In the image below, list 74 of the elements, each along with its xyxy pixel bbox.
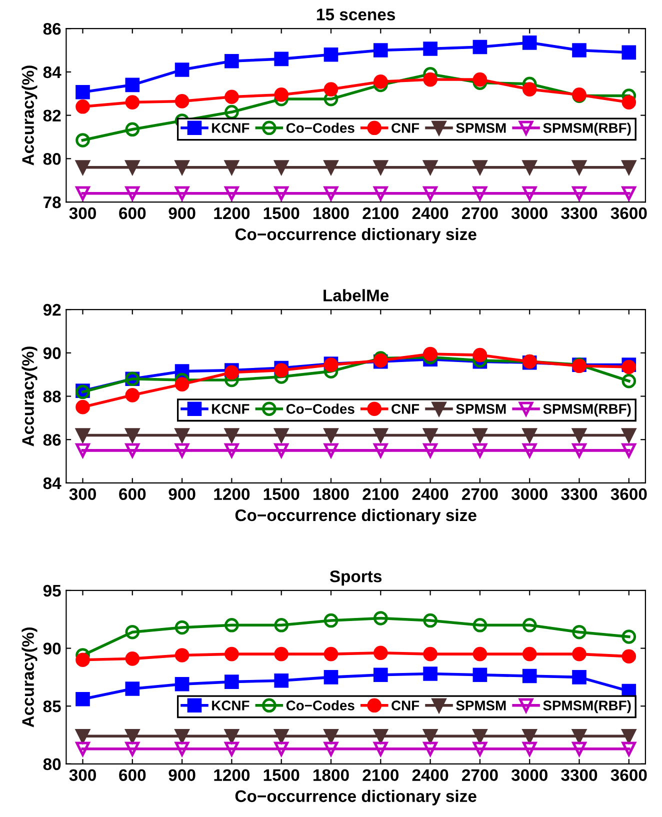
y-tick-label: 78 <box>44 196 61 208</box>
chart-title: LabelMe <box>324 289 389 302</box>
legend-label: SPMSM(RBF) <box>543 404 631 417</box>
legend-label: SPMSM <box>456 404 506 414</box>
x-tick-label: 1500 <box>264 207 300 220</box>
x-tick-label: 3300 <box>561 769 598 782</box>
y-tick-label: 84 <box>43 66 62 78</box>
x-tick-label: 3600 <box>610 488 647 500</box>
y-tick-label: 90 <box>43 347 61 360</box>
x-tick-label: 3000 <box>511 769 548 782</box>
y-tick-label: 88 <box>43 390 61 402</box>
chart-title: 15 scenes <box>317 8 395 20</box>
y-tick-label: 84 <box>43 477 62 490</box>
legend-label: Co−Codes <box>286 700 354 710</box>
x-tick-label: 2700 <box>462 769 498 781</box>
x-tick-label: 1800 <box>314 207 349 220</box>
y-axis-title: Accuracy(%) <box>22 66 38 166</box>
y-tick-label: 90 <box>43 642 61 654</box>
x-axis-title: Co−occurrence dictionary size <box>235 790 476 806</box>
legend-label: Co−Codes <box>286 404 354 414</box>
y-tick-label: 85 <box>43 700 61 712</box>
legend-label: KCNF <box>212 123 250 133</box>
y-tick-label: 95 <box>43 584 61 597</box>
y-tick-label: 80 <box>43 758 61 770</box>
legend-label: CNF <box>392 404 420 414</box>
legend-label: CNF <box>392 123 420 133</box>
legend-label: SPMSM <box>456 700 506 710</box>
x-tick-label: 3600 <box>610 207 647 220</box>
x-tick-label: 1200 <box>214 769 250 781</box>
x-tick-label: 3600 <box>610 769 647 782</box>
x-tick-label: 600 <box>119 488 146 500</box>
x-tick-label: 2400 <box>412 769 448 781</box>
x-tick-label: 1500 <box>264 488 300 500</box>
x-tick-label: 1800 <box>314 769 349 781</box>
legend-label: CNF <box>392 700 420 710</box>
x-tick-label: 1200 <box>214 207 250 220</box>
x-tick-label: 2100 <box>362 769 399 781</box>
x-tick-label: 2100 <box>362 488 399 500</box>
x-tick-label: 3000 <box>511 207 548 220</box>
x-tick-label: 2400 <box>412 488 448 500</box>
x-tick-label: 1500 <box>264 769 300 781</box>
x-tick-label: 900 <box>168 488 196 500</box>
x-tick-label: 1800 <box>314 488 349 500</box>
x-tick-label: 900 <box>168 207 196 220</box>
x-tick-label: 2700 <box>462 488 498 500</box>
y-tick-label: 86 <box>43 22 61 35</box>
y-tick-label: 86 <box>43 434 61 446</box>
x-tick-label: 300 <box>69 488 96 500</box>
x-tick-label: 900 <box>168 769 196 781</box>
x-tick-label: 1200 <box>214 488 250 500</box>
legend-label: Co−Codes <box>286 122 354 133</box>
y-tick-label: 82 <box>43 110 61 122</box>
x-tick-label: 3000 <box>511 488 548 500</box>
x-tick-label: 300 <box>69 207 96 220</box>
x-axis-title: Co−occurrence dictionary size <box>235 228 476 244</box>
x-tick-label: 3300 <box>561 488 598 500</box>
legend-label: KCNF <box>212 700 250 710</box>
y-tick-label: 80 <box>43 153 61 165</box>
y-axis-title: Accuracy(%) <box>22 346 38 446</box>
x-tick-label: 3300 <box>561 207 598 220</box>
legend-label: SPMSM(RBF) <box>543 700 631 714</box>
chart-title: Sports <box>330 570 382 586</box>
legend-label: KCNF <box>212 404 250 414</box>
legend-label: SPMSM(RBF) <box>543 122 631 136</box>
y-tick-label: 92 <box>43 304 61 316</box>
x-tick-label: 300 <box>69 769 96 782</box>
x-tick-label: 2100 <box>362 207 399 220</box>
x-tick-label: 2700 <box>462 207 498 220</box>
y-axis-title: Accuracy(%) <box>22 628 38 728</box>
x-tick-label: 600 <box>119 769 146 781</box>
x-axis-title: Co−occurrence dictionary size <box>235 508 476 524</box>
x-tick-label: 600 <box>119 207 146 220</box>
legend-label: SPMSM <box>456 123 506 133</box>
x-tick-label: 2400 <box>412 207 448 220</box>
